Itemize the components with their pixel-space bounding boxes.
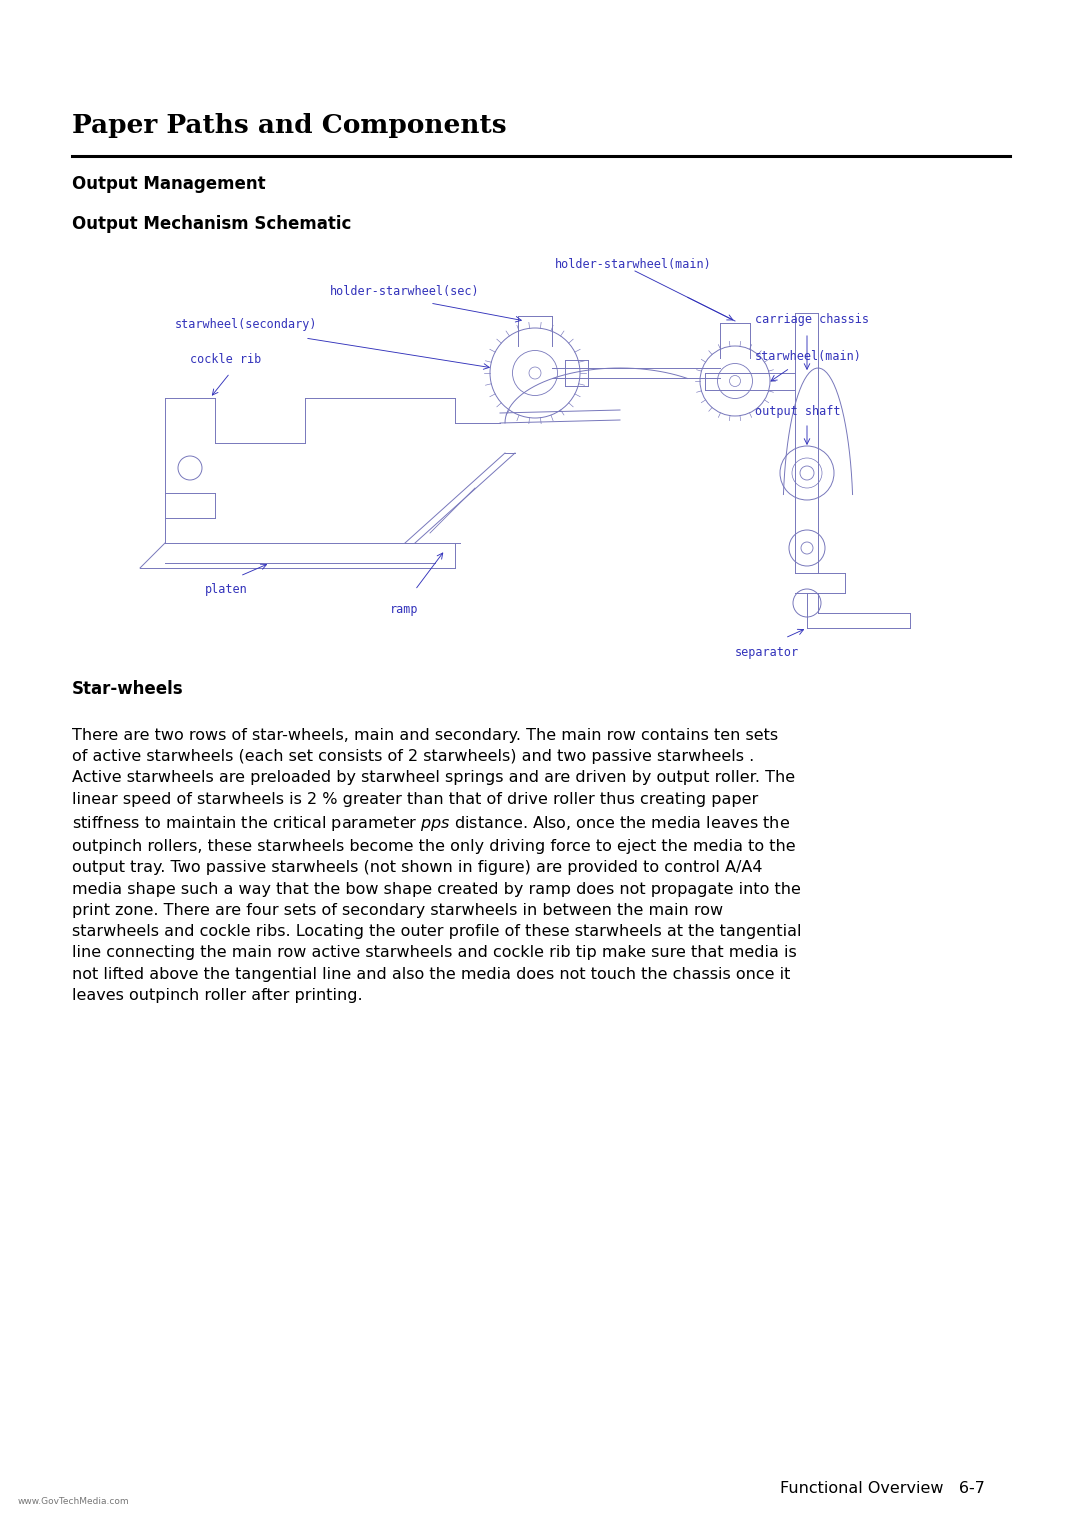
Text: ramp: ramp [390, 604, 419, 616]
Text: Star-wheels: Star-wheels [72, 680, 184, 698]
Text: output shaft: output shaft [755, 405, 840, 419]
Text: Output Mechanism Schematic: Output Mechanism Schematic [72, 215, 351, 232]
Text: carriage chassis: carriage chassis [755, 313, 869, 325]
Text: Output Management: Output Management [72, 176, 266, 193]
Text: Paper Paths and Components: Paper Paths and Components [72, 113, 507, 138]
Text: holder-starwheel(sec): holder-starwheel(sec) [330, 286, 480, 298]
Text: platen: platen [205, 584, 247, 596]
Text: starwheel(secondary): starwheel(secondary) [175, 318, 318, 332]
Text: holder-starwheel(main): holder-starwheel(main) [555, 258, 712, 270]
Text: There are two rows of star-wheels, main and secondary. The main row contains ten: There are two rows of star-wheels, main … [72, 727, 801, 1002]
Text: starwheel(main): starwheel(main) [755, 350, 862, 364]
Text: cockle rib: cockle rib [190, 353, 261, 367]
Text: Functional Overview   6-7: Functional Overview 6-7 [780, 1481, 985, 1496]
Text: www.GovTechMedia.com: www.GovTechMedia.com [18, 1497, 130, 1507]
Text: separator: separator [735, 646, 799, 659]
